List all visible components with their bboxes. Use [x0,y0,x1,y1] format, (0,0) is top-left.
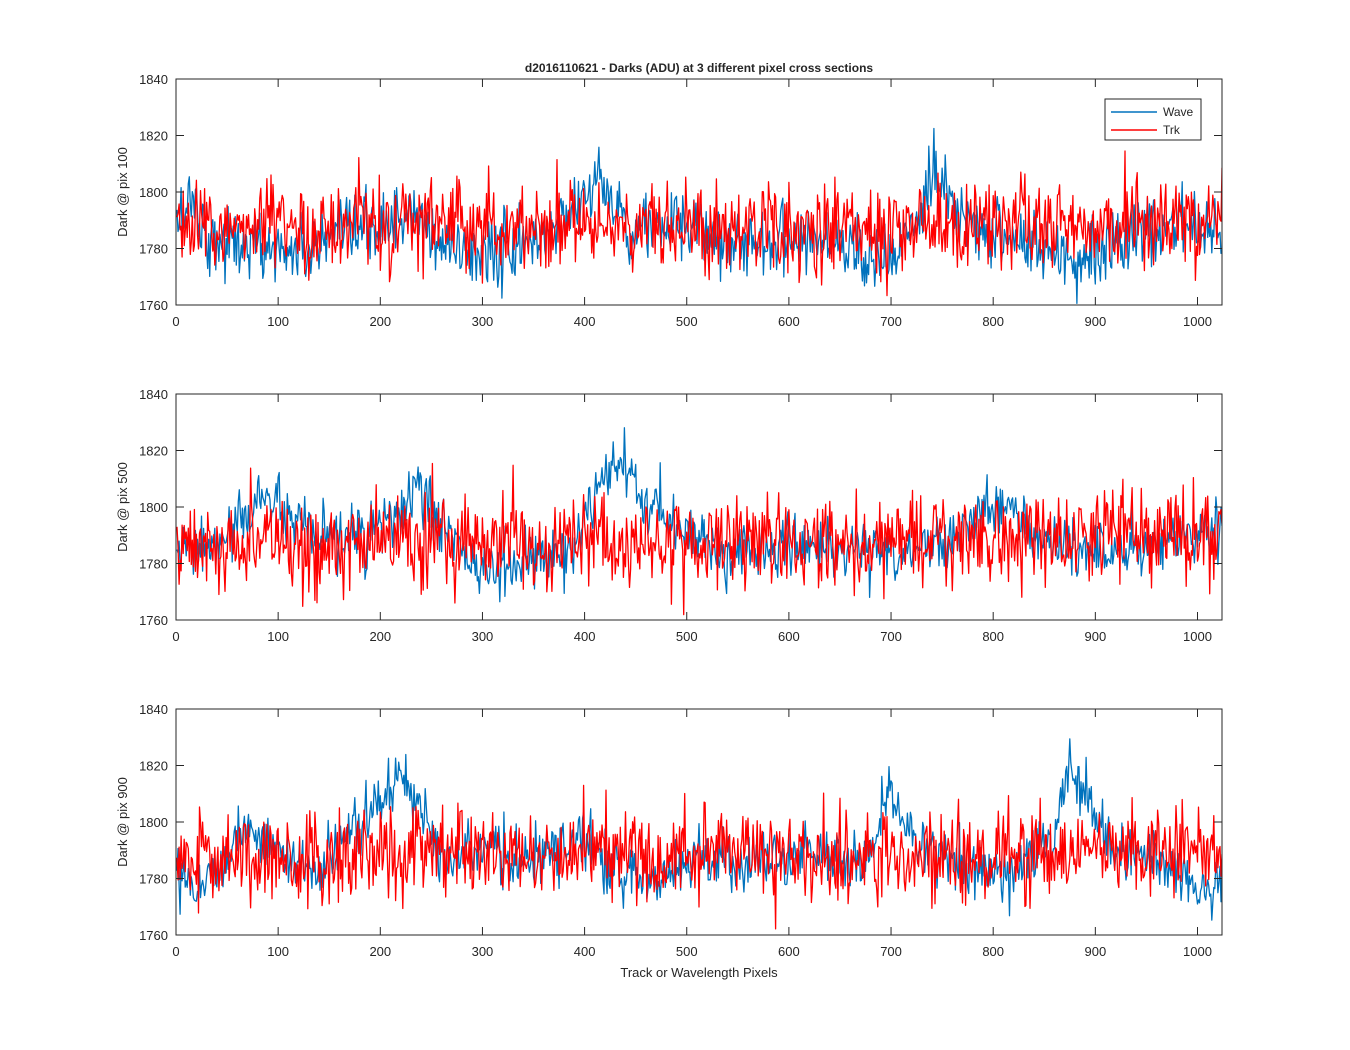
y-tick-label: 1800 [139,185,168,200]
y-tick-label: 1840 [139,72,168,87]
x-tick-label: 800 [982,314,1004,329]
axes-layer: 0 100 200 300 400 500 600 700 800 900 100017601780… [115,72,1223,959]
x-tick-label: 900 [1084,629,1106,644]
x-tick-label: 500 [676,314,698,329]
x-axis-label: Track or Wavelength Pixels [620,965,778,980]
x-tick-label: 900 [1084,944,1106,959]
subplot-1: 0 100 200 300 400 500 600 700 800 900 1000 1760 1780… [115,72,1223,329]
series-line-wave-subplot-3 [176,738,1222,921]
x-tick-label: 400 [574,314,596,329]
chart-title: d2016110621 - Darks (ADU) at 3 different… [525,61,873,75]
y-tick-label: 1780 [139,872,168,887]
x-tick-label: 0 [172,314,179,329]
x-tick-label: 300 [472,314,494,329]
x-tick-label: 100 [267,629,289,644]
x-tick-label: 0 [172,944,179,959]
x-tick-label: 1000 [1183,314,1212,329]
x-tick-label: 200 [369,629,391,644]
x-tick-label: 100 [267,944,289,959]
y-tick-label: 1800 [139,815,168,830]
x-tick-label: 100 [267,314,289,329]
x-tick-label: 900 [1084,314,1106,329]
x-tick-label: 700 [880,629,902,644]
series-line-trk-subplot-2 [176,462,1222,616]
x-tick-label: 200 [369,944,391,959]
y-axis-label-subplot-3: Dark @ pix 900 [115,777,130,867]
legend: Wave Trk [1104,98,1202,141]
legend-label-trk: Trk [1163,123,1181,137]
legend-label-wave: Wave [1163,105,1194,119]
subplot-3: 0 100 200 300 400 500 600 700 800 900 1000 1760 1780… [115,702,1223,959]
subplot-2: 0 100 200 300 400 500 600 700 800 900 1000 1760 1780… [115,387,1223,644]
y-tick-label: 1780 [139,242,168,257]
x-tick-label: 800 [982,629,1004,644]
legend-box [1104,98,1202,141]
x-tick-label: 500 [676,944,698,959]
x-tick-label: 500 [676,629,698,644]
x-tick-label: 300 [472,944,494,959]
x-tick-label: 0 [172,629,179,644]
x-tick-label: 400 [574,629,596,644]
y-tick-label: 1760 [139,928,168,943]
y-tick-label: 1800 [139,500,168,515]
x-tick-label: 600 [778,314,800,329]
y-axis-label-subplot-2: Dark @ pix 500 [115,462,130,552]
x-tick-label: 200 [369,314,391,329]
y-tick-label: 1840 [139,387,168,402]
series-line-trk-subplot-1 [176,150,1222,297]
y-tick-label: 1780 [139,557,168,572]
y-tick-label: 1820 [139,444,168,459]
x-tick-label: 600 [778,629,800,644]
x-tick-label: 1000 [1183,629,1212,644]
x-tick-label: 800 [982,944,1004,959]
y-tick-label: 1840 [139,702,168,717]
series-line-wave-subplot-2 [176,427,1222,603]
x-tick-label: 700 [880,944,902,959]
series-line-trk-subplot-3 [176,784,1222,930]
x-tick-label: 700 [880,314,902,329]
x-tick-label: 400 [574,944,596,959]
x-tick-label: 300 [472,629,494,644]
y-tick-label: 1760 [139,298,168,313]
x-tick-label: 1000 [1183,944,1212,959]
y-tick-label: 1820 [139,129,168,144]
x-tick-label: 600 [778,944,800,959]
y-tick-label: 1760 [139,613,168,628]
y-axis-label-subplot-1: Dark @ pix 100 [115,147,130,237]
y-tick-label: 1820 [139,759,168,774]
